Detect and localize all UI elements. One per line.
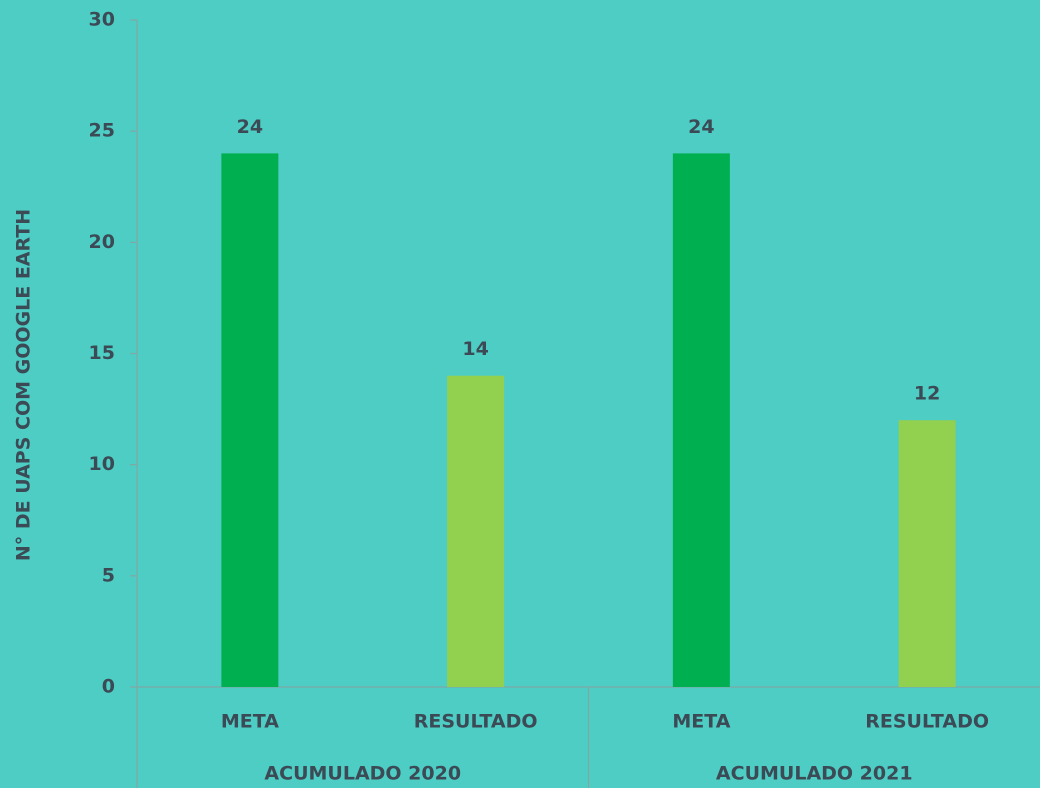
data-label: 24	[688, 116, 714, 138]
group-label: ACUMULADO 2021	[716, 763, 913, 785]
group-label: ACUMULADO 2020	[264, 763, 461, 785]
x-tick-label: RESULTADO	[414, 711, 538, 733]
bar	[221, 153, 279, 687]
y-tick-label: 25	[89, 120, 115, 142]
bar	[672, 153, 730, 687]
y-tick-label: 30	[89, 9, 115, 31]
y-tick-label: 20	[89, 231, 115, 253]
bar	[447, 375, 505, 687]
data-label: 24	[237, 116, 263, 138]
data-label: 12	[914, 383, 940, 405]
y-tick-label: 15	[89, 342, 115, 364]
y-tick-label: 5	[102, 564, 115, 586]
y-tick-label: 0	[102, 676, 115, 698]
bar	[898, 420, 956, 687]
data-label: 14	[462, 338, 488, 360]
y-tick-label: 10	[89, 453, 115, 475]
x-tick-label: RESULTADO	[865, 711, 989, 733]
x-tick-label: META	[672, 711, 730, 733]
x-tick-label: META	[221, 711, 279, 733]
y-axis-label: N° DE UAPS COM GOOGLE EARTH	[13, 209, 35, 561]
